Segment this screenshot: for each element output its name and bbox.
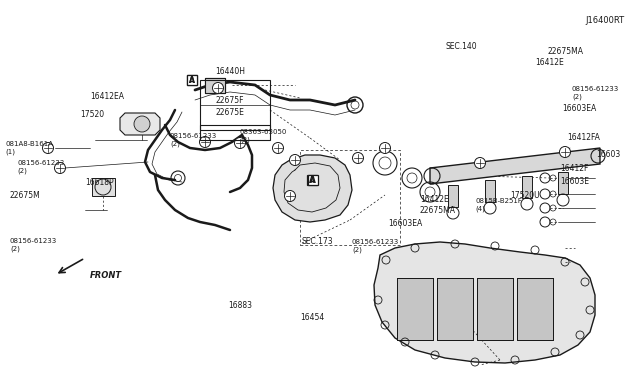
Text: 16412F: 16412F	[560, 164, 588, 173]
Circle shape	[134, 116, 150, 132]
Text: 081A8-B161A
(1): 081A8-B161A (1)	[5, 141, 53, 155]
Text: 16454: 16454	[300, 314, 324, 323]
Bar	[308, 175, 318, 185]
Text: 16412E: 16412E	[420, 195, 449, 203]
Text: 17520: 17520	[80, 109, 104, 119]
Bar	[307, 175, 317, 185]
Text: A: A	[189, 76, 195, 84]
Circle shape	[474, 157, 486, 169]
Text: 08156-61233
(2): 08156-61233 (2)	[10, 238, 57, 252]
Polygon shape	[397, 278, 433, 340]
Text: SEC.140: SEC.140	[446, 42, 477, 51]
Text: 08156-61233
(2): 08156-61233 (2)	[572, 86, 620, 100]
Text: 08156-61233
(2): 08156-61233 (2)	[17, 160, 64, 174]
Text: 22675F: 22675F	[215, 96, 243, 105]
Bar	[300, 150, 400, 245]
Text: 16412EA: 16412EA	[90, 92, 124, 100]
Text: 22675MA: 22675MA	[548, 46, 584, 55]
Text: 22675MA: 22675MA	[420, 205, 456, 215]
Circle shape	[42, 142, 54, 154]
Text: A: A	[309, 176, 315, 185]
Circle shape	[273, 142, 284, 154]
Polygon shape	[273, 155, 352, 222]
Text: 17520U: 17520U	[510, 190, 540, 199]
Polygon shape	[92, 178, 115, 196]
Text: 16412FA: 16412FA	[567, 132, 600, 141]
Text: 16603EA: 16603EA	[562, 103, 596, 112]
Text: 08156-61233
(2): 08156-61233 (2)	[352, 239, 399, 253]
Circle shape	[234, 138, 246, 148]
Polygon shape	[522, 176, 532, 198]
Bar	[187, 75, 197, 85]
Text: 22675M: 22675M	[10, 190, 41, 199]
Text: 16618P: 16618P	[85, 177, 114, 186]
Circle shape	[559, 147, 570, 157]
Text: 16603: 16603	[596, 150, 620, 158]
Text: 0815B-B251F
(4): 0815B-B251F (4)	[475, 198, 522, 212]
Polygon shape	[558, 172, 568, 194]
Text: A: A	[310, 176, 316, 185]
Polygon shape	[437, 278, 473, 340]
Circle shape	[200, 137, 211, 148]
Text: 22675E: 22675E	[215, 108, 244, 116]
Text: 08156-61233
(2): 08156-61233 (2)	[170, 133, 217, 147]
Text: 16412E: 16412E	[535, 58, 564, 67]
Circle shape	[54, 163, 65, 173]
Circle shape	[289, 154, 301, 166]
Polygon shape	[477, 278, 513, 340]
Text: SEC.173: SEC.173	[302, 237, 333, 246]
Text: FRONT: FRONT	[90, 270, 122, 279]
Polygon shape	[448, 185, 458, 207]
Polygon shape	[517, 278, 553, 340]
Polygon shape	[485, 180, 495, 202]
Text: 16603EA: 16603EA	[388, 218, 422, 228]
Circle shape	[285, 190, 296, 202]
Circle shape	[380, 142, 390, 154]
Text: 16440H: 16440H	[215, 67, 245, 76]
Text: 16883: 16883	[228, 301, 252, 310]
Circle shape	[212, 83, 223, 93]
Bar	[200, 125, 270, 140]
Polygon shape	[430, 148, 600, 184]
Text: 08363-63050
(2): 08363-63050 (2)	[240, 129, 287, 143]
Bar	[200, 80, 270, 130]
Polygon shape	[205, 78, 225, 93]
Polygon shape	[120, 113, 160, 135]
Text: A: A	[189, 76, 195, 84]
Circle shape	[353, 153, 364, 164]
Polygon shape	[374, 242, 595, 363]
Bar	[187, 75, 197, 85]
Text: 16603E: 16603E	[560, 176, 589, 186]
Text: J16400RT: J16400RT	[585, 16, 624, 25]
